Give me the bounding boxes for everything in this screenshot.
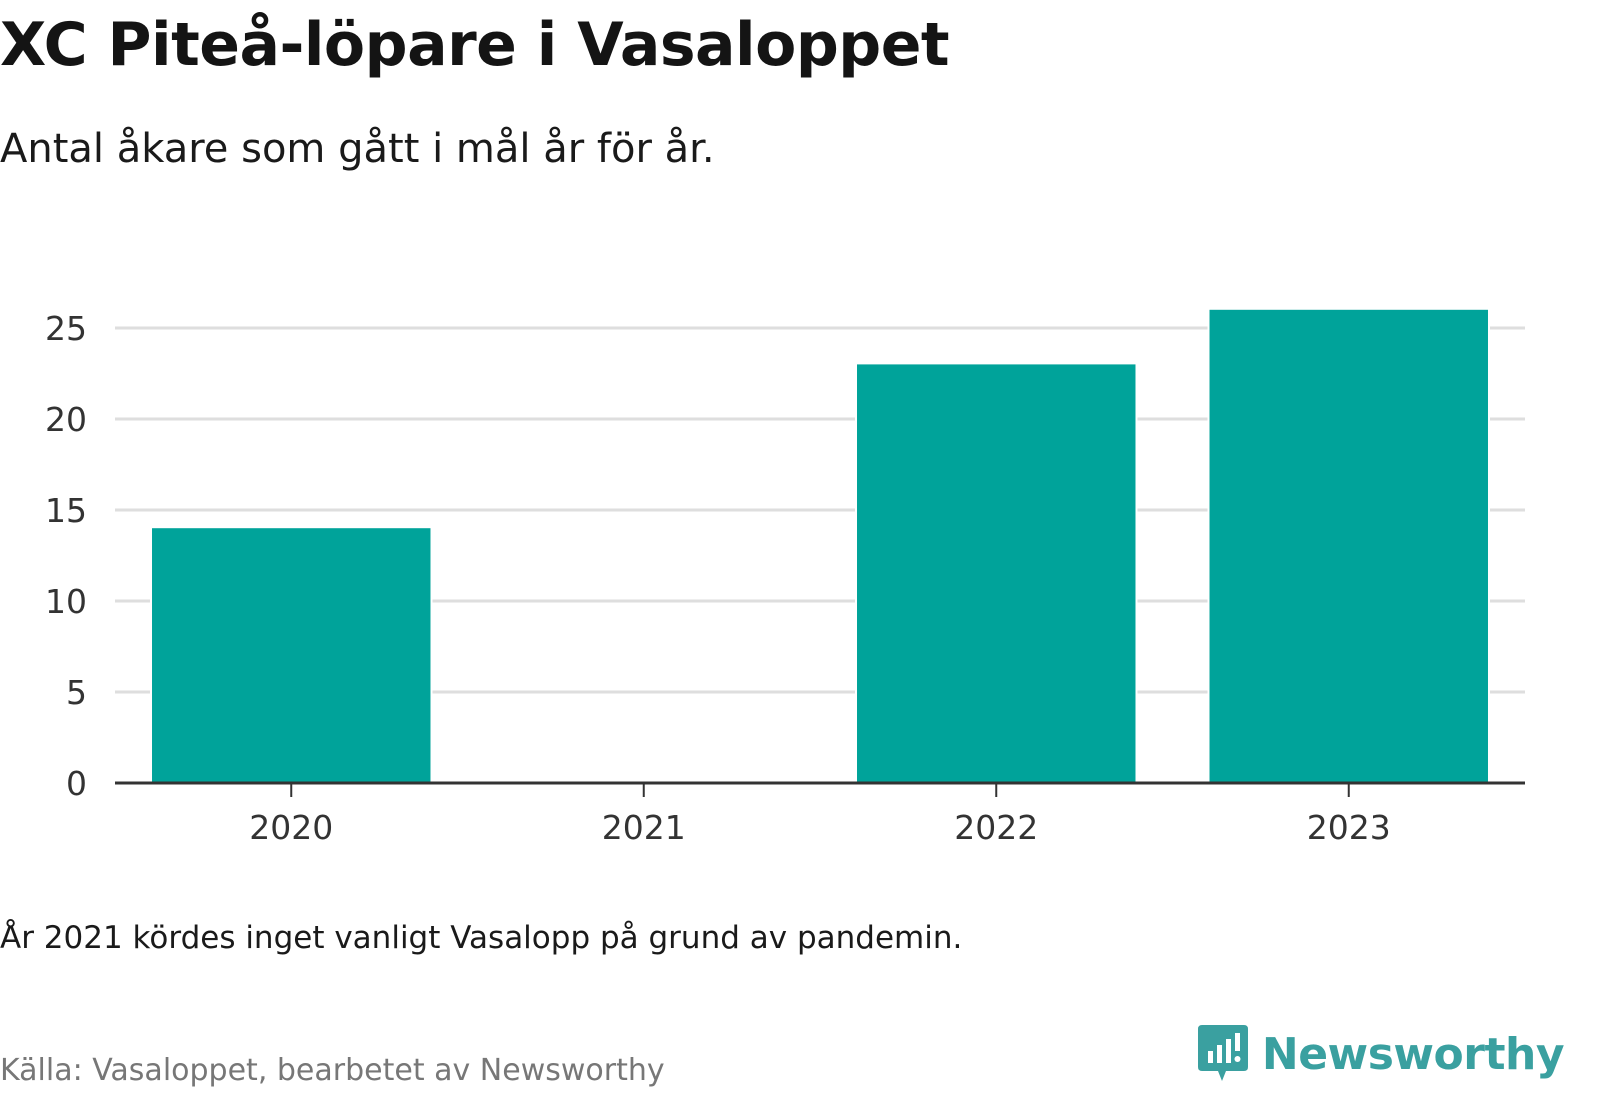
- x-tick-label: 2022: [954, 808, 1038, 847]
- chart-source: Källa: Vasaloppet, bearbetet av Newswort…: [0, 1053, 665, 1088]
- chart-title: XC Piteå-löpare i Vasaloppet: [0, 10, 950, 80]
- y-tick-label: 20: [45, 400, 87, 439]
- chart-subtitle: Antal åkare som gått i mål år för år.: [0, 126, 715, 172]
- y-tick-label: 0: [66, 764, 87, 803]
- newsworthy-logo: Newsworthy: [1197, 1025, 1565, 1083]
- y-tick-label: 25: [45, 309, 87, 348]
- bar: [1207, 307, 1490, 785]
- y-tick-label: 15: [45, 491, 87, 530]
- brand-name: Newsworthy: [1261, 1028, 1565, 1080]
- bar: [150, 526, 433, 786]
- y-tick-label: 5: [66, 673, 87, 712]
- y-tick-label: 10: [45, 582, 87, 621]
- bar-chart-speech-icon: [1197, 1025, 1248, 1081]
- x-tick-label: 2021: [602, 808, 686, 847]
- bar: [855, 362, 1138, 785]
- bar-chart: 0 5 10 15 20 25 2020 2021 2022 2023: [45, 307, 1525, 847]
- x-tick-label: 2020: [249, 808, 333, 847]
- chart-note: År 2021 kördes inget vanligt Vasalopp på…: [0, 920, 963, 956]
- x-tick-label: 2023: [1307, 808, 1391, 847]
